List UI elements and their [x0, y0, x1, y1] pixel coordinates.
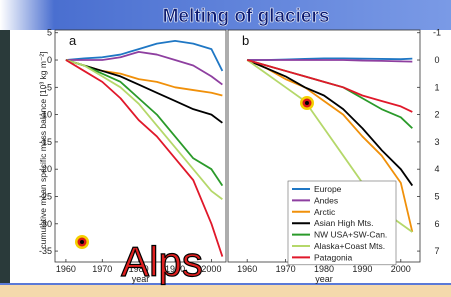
- legend-label: Alaska+Coast Mts.: [314, 241, 385, 251]
- x-tick-label: 1980: [314, 264, 334, 274]
- y-tick-label: 7: [434, 246, 439, 256]
- legend-label: Arctic: [314, 207, 336, 217]
- y-tick-label: 5: [434, 191, 439, 201]
- legend-label: Europe: [314, 184, 342, 194]
- y-tick-label: 4: [434, 164, 439, 174]
- y-tick-label: -30: [39, 219, 52, 229]
- alps-label: Alps: [121, 238, 203, 285]
- series-line: [247, 60, 412, 62]
- x-tick-label: 1970: [276, 264, 296, 274]
- x-tick-label: 1960: [237, 264, 257, 274]
- legend-label: Patagonia: [314, 252, 353, 262]
- marker: [75, 96, 314, 249]
- series-line: [66, 60, 222, 186]
- y-tick-label: -20: [39, 164, 52, 174]
- slide-canvas: Melting of glaciers cumulative mean spec…: [0, 0, 451, 297]
- x-axis-label: year: [315, 274, 333, 284]
- y-tick-label: 1: [434, 82, 439, 92]
- series-line: [66, 60, 222, 257]
- x-tick-label: 1990: [352, 264, 372, 274]
- y-tick-label: 6: [434, 219, 439, 229]
- y-tick-label: 5: [47, 28, 52, 38]
- x-tick-label: 1960: [56, 264, 76, 274]
- panel-label: b: [242, 33, 249, 48]
- series-line: [247, 60, 412, 186]
- legend-label: Asian High Mts.: [314, 218, 374, 228]
- y-tick-label: 0: [434, 55, 439, 65]
- series-line: [66, 60, 222, 199]
- y-tick-label: -10: [39, 110, 52, 120]
- x-tick-label: 2000: [201, 264, 221, 274]
- bottom-band: [0, 284, 451, 297]
- slide: Melting of glaciers cumulative mean spec…: [0, 0, 451, 297]
- y-tick-label: -15: [39, 137, 52, 147]
- x-tick-label: 1970: [92, 264, 112, 274]
- legend-label: Andes: [314, 195, 338, 205]
- y-tick-label: 3: [434, 137, 439, 147]
- x-tick-label: 2000: [391, 264, 411, 274]
- y-tick-label: -35: [39, 246, 52, 256]
- y-tick-label: -25: [39, 191, 52, 201]
- series-line: [66, 60, 222, 95]
- panel-label: a: [69, 33, 77, 48]
- y-tick-label: -1: [433, 28, 441, 38]
- y-tick-label: -5: [44, 82, 52, 92]
- marker-dot: [80, 240, 84, 244]
- slide-title: Melting of glaciers: [163, 6, 330, 27]
- y-tick-label: 0: [47, 55, 52, 65]
- marker-dot: [305, 101, 309, 105]
- legend-label: NW USA+SW-Can.: [314, 230, 387, 240]
- left-strip: [0, 30, 10, 297]
- y-tick-label: 2: [434, 110, 439, 120]
